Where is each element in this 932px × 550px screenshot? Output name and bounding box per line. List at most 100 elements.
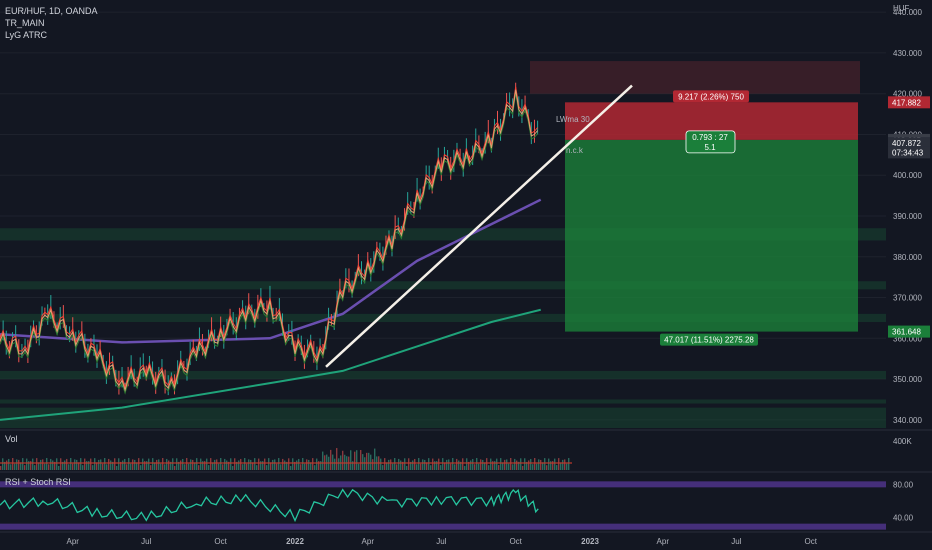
volume-bar [70,458,72,470]
take-profit-zone[interactable] [565,139,858,332]
volume-bar [402,461,404,470]
volume-bar [176,458,178,470]
volume-bar [418,458,420,470]
volume-bar [522,465,524,470]
volume-bar [302,458,304,470]
symbol-title: EUR/HUF, 1D, OANDA [5,6,98,16]
volume-bar [512,464,514,470]
volume-bar [210,458,212,470]
volume-bar [380,458,382,470]
volume-bar [470,460,472,470]
volume-bar [322,451,324,470]
volume-bar [258,458,260,470]
volume-bar [334,458,336,470]
volume-bar [524,458,526,470]
volume-bar [550,461,552,470]
time-tick-label: Apr [657,537,670,546]
volume-bar [510,458,512,470]
volume-bar [222,464,224,470]
volume-bar [486,458,488,470]
volume-bar [142,458,144,470]
volume-bar [390,459,392,470]
volume-bar [238,460,240,470]
volume-bar [280,464,282,470]
volume-bar [416,464,418,470]
volume-bar [262,461,264,470]
volume-bar [538,459,540,470]
volume-bar [282,458,284,470]
volume-bar [16,459,18,470]
volume-bar [310,462,312,470]
volume-bar [504,459,506,470]
support-zone [0,370,886,380]
volume-bar [188,463,190,470]
volume-bar [162,458,164,470]
volume-bar [214,459,216,470]
volume-bar [352,461,354,470]
volume-bar [212,462,214,470]
volume-bar [114,458,116,470]
rsi-overbought-band [0,481,886,488]
volume-bar [266,465,268,470]
indicator-tr-main[interactable]: TR_MAIN [5,18,45,28]
volume-bar [520,458,522,470]
volume-bar [336,448,338,470]
volume-bar [508,463,510,470]
volume-bar [216,459,218,470]
volume-bar [438,458,440,470]
volume-bar [422,459,424,470]
price-tick-label: 440.000 [893,8,922,17]
volume-bar [274,459,276,470]
volume-bar [166,458,168,470]
volume-bar [398,458,400,470]
volume-axis-label: 400K [893,437,912,446]
volume-bar [308,459,310,470]
volume-bar [88,461,90,470]
volume-pane-label[interactable]: Vol [5,434,18,444]
volume-bar [180,460,182,470]
volume-bar [174,465,176,470]
volume-bar [160,463,162,470]
volume-bar [306,459,308,470]
trend-line[interactable] [325,84,633,368]
price-tag: 407.872 [892,139,921,148]
price-tick-label: 390.000 [893,212,922,221]
volume-bar [498,465,500,470]
volume-bar [374,448,376,470]
volume-bar [128,458,130,470]
volume-bar [484,462,486,470]
volume-bar [256,465,258,470]
volume-bar [462,458,464,470]
rsi-axis-label: 80.00 [893,480,914,489]
volume-bar [54,461,56,470]
volume-bar [394,458,396,470]
volume-bar [428,458,430,470]
volume-bar [202,461,204,470]
volume-bar [198,465,200,470]
volume-bar [0,466,2,470]
entry-label-rr: 5.1 [704,143,716,152]
rsi-oversold-band [0,523,886,530]
volume-bar [36,458,38,470]
ma-mid-line [0,198,542,344]
volume-bar [130,463,132,470]
volume-bar [136,462,138,470]
volume-bar [226,460,228,470]
price-tick-label: 400.000 [893,171,922,180]
ma-long-line [0,308,541,421]
volume-bar [252,462,254,470]
rsi-pane-label[interactable]: RSI + Stoch RSI [5,477,71,487]
volume-bar [556,465,558,470]
volume-bar [298,458,300,470]
volume-bar [264,458,266,470]
volume-bar [288,458,290,470]
volume-bar [410,461,412,470]
volume-bar [106,464,108,470]
volume-bar [248,459,250,470]
volume-bar [40,459,42,470]
ma-label-nck: n.c.k [566,146,584,155]
volume-bar [392,463,394,470]
indicator-lyg-atrc[interactable]: LyG ATRC [5,30,48,40]
resistance-zone [530,61,860,94]
